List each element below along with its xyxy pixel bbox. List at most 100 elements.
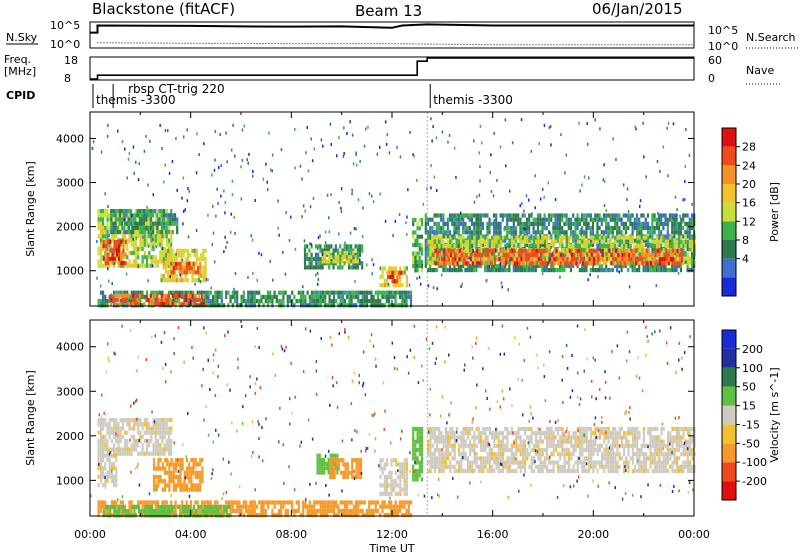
data-cell [500,257,503,262]
data-cell [107,239,110,245]
data-cell [196,483,200,488]
data-cell [99,209,102,214]
scatter-cell [365,127,367,131]
data-cell [214,290,217,295]
data-cell [682,213,685,218]
data-cell [266,500,270,505]
data-cell [420,217,424,222]
data-cell [568,239,571,244]
data-cell [372,294,375,299]
data-cell [528,238,531,243]
data-cell [532,221,535,226]
data-cell [293,513,296,518]
data-cell [682,248,685,253]
data-cell [99,303,102,308]
data-cell [437,263,441,268]
data-cell [524,260,527,265]
data-cell [121,302,124,307]
data-cell [606,257,609,262]
data-cell [165,443,168,448]
data-cell [605,260,608,265]
scatter-cell [589,273,591,277]
data-cell [454,252,457,258]
data-cell [152,474,156,480]
data-cell [170,230,173,235]
data-cell [359,299,362,304]
scatter-cell [528,198,530,202]
data-cell [487,257,490,262]
data-cell [143,238,146,243]
data-cell [620,263,623,268]
data-cell [156,447,160,452]
data-cell [134,234,138,239]
data-cell [451,252,454,257]
scatter-cell [258,251,260,255]
data-cell [572,238,575,243]
scatter-cell [691,202,693,206]
data-cell [328,250,331,256]
data-cell [651,243,654,249]
data-cell [451,217,454,222]
data-cell [489,261,492,266]
data-cell [558,226,562,231]
data-cell [613,242,617,247]
data-cell [111,252,114,257]
data-cell [412,251,415,256]
data-cell [547,230,551,235]
data-cell [493,239,496,244]
data-cell [330,303,333,308]
scatter-cell [643,260,645,264]
data-cell [603,252,606,257]
data-cell [124,303,127,308]
data-cell [236,504,239,509]
data-cell [191,302,194,307]
data-cell [170,290,173,295]
data-cell [170,443,173,448]
data-cell [407,290,410,295]
data-cell [539,263,542,268]
data-cell [531,261,534,266]
data-cell [132,434,135,439]
data-cell [678,243,681,249]
data-cell [112,221,115,226]
data-cell [678,235,681,240]
data-cell [590,261,593,266]
data-cell [106,470,109,475]
data-cell [513,261,516,266]
data-cell [521,263,524,268]
data-cell [591,268,595,273]
data-cell [542,248,545,253]
data-cell [170,470,173,475]
data-cell [167,248,170,253]
data-cell [124,290,127,295]
data-cell [420,268,424,273]
data-cell [552,268,555,273]
data-cell [644,238,647,243]
data-cell [535,252,538,258]
data-cell [576,255,579,260]
data-cell [97,466,100,471]
scatter-cell [602,250,604,253]
scatter-cell [336,154,338,158]
data-cell [149,297,152,303]
data-cell [190,487,193,492]
data-cell [169,302,172,307]
data-cell [97,504,100,509]
data-cell [129,302,133,307]
data-cell [108,299,111,304]
data-cell [522,261,525,266]
data-cell [459,268,463,273]
data-cell [110,230,113,235]
data-cell [528,235,531,240]
data-cell [308,303,311,308]
data-cell [354,265,357,270]
data-cell [280,303,283,308]
data-cell [550,239,553,244]
data-cell [458,257,461,262]
data-cell [326,508,329,513]
data-cell [106,242,109,247]
data-cell [220,303,223,308]
data-cell [150,426,153,431]
data-cell [104,252,107,257]
data-cell [145,255,149,260]
